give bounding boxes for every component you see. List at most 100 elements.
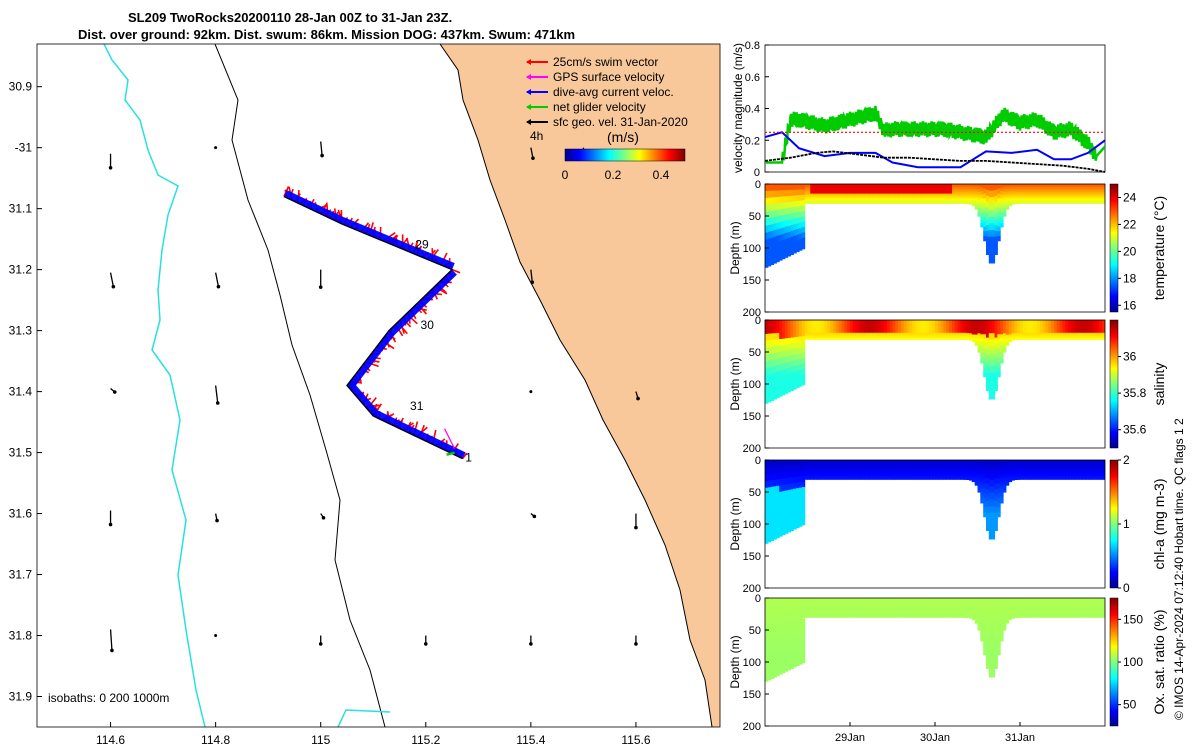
section-cell (912, 471, 916, 474)
section-cell (977, 476, 981, 480)
section-cell (844, 184, 848, 187)
section-cell (804, 201, 809, 204)
section-cell (765, 522, 769, 530)
section-cell (830, 323, 834, 326)
section-cell (790, 603, 794, 611)
section-cell (918, 187, 922, 190)
section-cell (824, 331, 828, 334)
section-cell (954, 464, 959, 467)
section-cell (765, 396, 769, 404)
section-cell (833, 321, 837, 324)
section-cell (835, 326, 840, 329)
section-cell (1037, 192, 1041, 195)
section-cell (892, 187, 896, 190)
section-cell (793, 230, 797, 237)
section-cell (1099, 477, 1103, 480)
section-cell (1025, 201, 1030, 204)
section-cell (1071, 200, 1075, 203)
section-cell (1079, 196, 1083, 199)
section-cell (782, 227, 786, 235)
section-cell (940, 195, 945, 198)
section-cell (804, 609, 809, 612)
section-cell (841, 192, 845, 195)
section-cell (1031, 332, 1035, 335)
section-cell (1000, 359, 1004, 364)
section-cell (872, 198, 877, 201)
section-cell (926, 193, 930, 196)
section-cell (1071, 472, 1075, 475)
section-cell (957, 328, 962, 331)
section-cell (850, 471, 854, 474)
section-cell (960, 193, 964, 196)
section-cell (872, 185, 877, 188)
section-cell (784, 622, 789, 630)
section-cell (855, 476, 860, 479)
section-cell (935, 195, 939, 198)
section-cell (966, 331, 970, 334)
section-cell (1014, 337, 1018, 340)
section-cell (869, 337, 874, 340)
section-cell (935, 192, 939, 195)
section-cell (799, 460, 803, 467)
section-cell (957, 466, 962, 469)
section-cell (1082, 320, 1086, 323)
section-cell (957, 200, 962, 203)
section-cell (986, 384, 990, 391)
section-cell (841, 468, 845, 471)
section-cell (782, 516, 786, 523)
section-cell (954, 328, 959, 331)
section-cell (971, 193, 976, 196)
section-cell (818, 329, 823, 332)
section-cell (787, 249, 792, 257)
section-cell (850, 187, 854, 190)
section-cell (937, 463, 942, 466)
section-cell (1062, 187, 1066, 190)
section-cell (1082, 337, 1086, 340)
section-cell (1011, 325, 1015, 328)
section-cell (767, 466, 772, 475)
section-cell (969, 470, 973, 473)
section-cell (1011, 189, 1015, 192)
section-cell (929, 460, 933, 463)
section-cell (861, 601, 865, 604)
section-cell (1042, 201, 1047, 204)
section-cell (994, 248, 998, 255)
section-cell (986, 184, 990, 191)
section-cell (1062, 464, 1066, 467)
section-cell (804, 334, 809, 337)
section-cell (844, 320, 848, 323)
section-cell (943, 324, 947, 327)
section-cell (889, 471, 894, 474)
section-cell (844, 461, 848, 464)
section-cell (767, 252, 772, 260)
section-cell (903, 463, 908, 466)
section-cell (997, 231, 1001, 237)
section-cell (994, 207, 998, 214)
section-cell (1073, 332, 1078, 335)
section-cell (838, 201, 843, 204)
section-cell (940, 193, 945, 196)
section-cell (804, 331, 809, 334)
section-cell (1042, 472, 1047, 475)
section-cell (790, 248, 794, 255)
section-cell (838, 472, 843, 475)
section-cell (1005, 186, 1010, 189)
section-cell (804, 612, 809, 615)
section-cell (1051, 471, 1055, 474)
section-cell (1090, 201, 1095, 204)
section-cell (932, 184, 936, 187)
section-cell (824, 190, 828, 193)
section-cell (858, 329, 862, 332)
section-cell (935, 476, 939, 479)
section-cell (960, 185, 964, 188)
map-x-tick-label: 114.6 (96, 733, 125, 747)
section-cell (957, 336, 962, 339)
section-cell (1090, 460, 1095, 463)
section-cell (773, 230, 777, 238)
section-cell (1082, 188, 1086, 191)
section-cell (767, 218, 772, 226)
section-cell (932, 200, 936, 203)
section-cell (1054, 477, 1058, 480)
velocity-y-label: velocity magnitude (m/s) (731, 43, 745, 173)
